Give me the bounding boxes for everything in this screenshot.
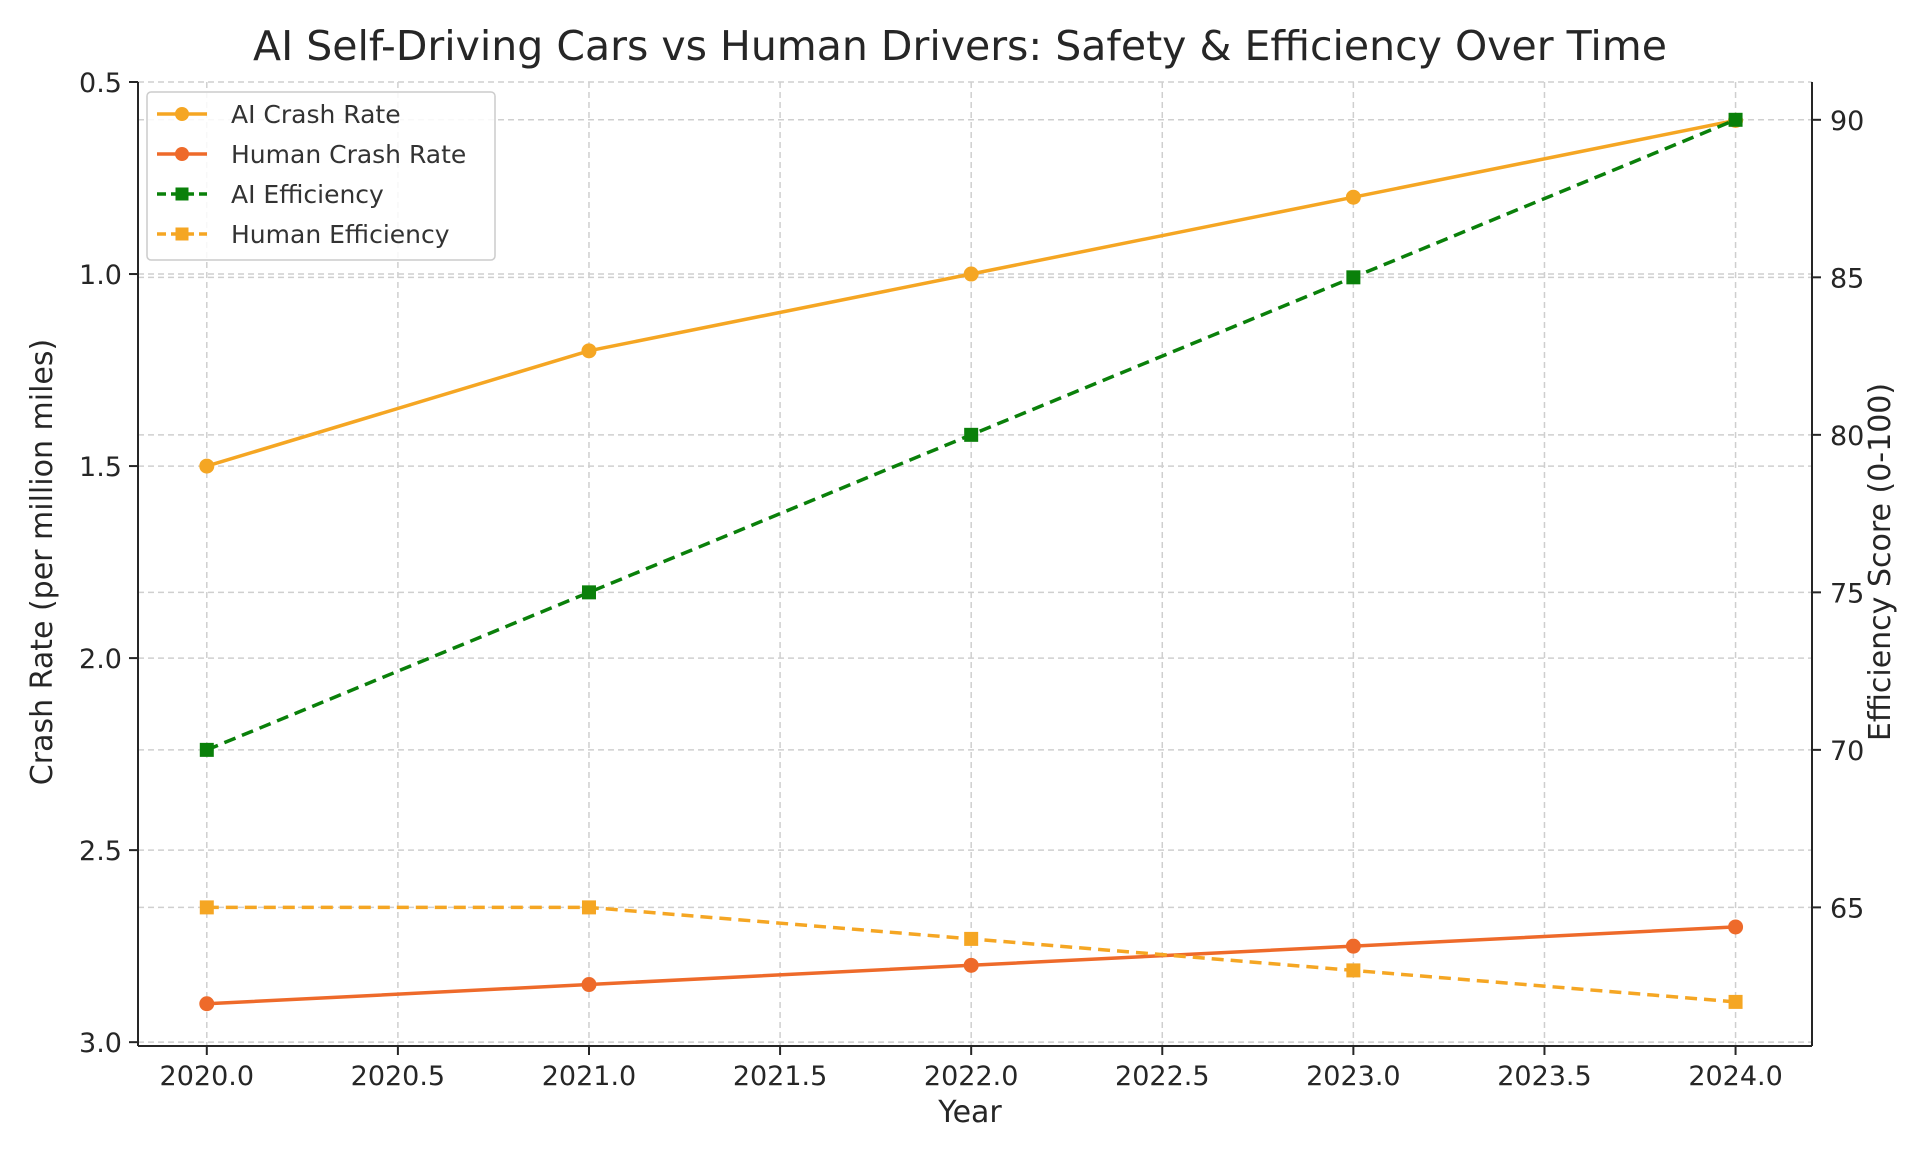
legend-ai-efficiency-marker <box>175 187 189 201</box>
ai-crash-rate-point <box>963 266 979 282</box>
human-efficiency-point <box>581 900 596 915</box>
human-crash-rate-point <box>1728 919 1744 935</box>
right-tick-label: 75 <box>1830 578 1864 609</box>
ai-efficiency-point <box>1728 112 1743 127</box>
human-efficiency-point <box>1346 963 1361 978</box>
human-crash-rate-point <box>581 977 597 993</box>
legend-human-crash-rate-marker <box>175 147 189 161</box>
right-tick-label: 90 <box>1830 106 1864 137</box>
chart-title: AI Self-Driving Cars vs Human Drivers: S… <box>253 22 1667 70</box>
x-tick-label: 2021.0 <box>542 1061 636 1092</box>
human-efficiency-point <box>199 900 214 915</box>
legend-human-crash-rate-label: Human Crash Rate <box>231 140 466 169</box>
human-efficiency-point <box>964 931 979 946</box>
x-tick-label: 2023.5 <box>1497 1061 1591 1092</box>
left-tick-label: 0.5 <box>79 68 122 99</box>
right-tick-label: 80 <box>1830 421 1864 452</box>
legend: AI Crash Rate Human Crash Rate AI Efficien… <box>146 91 496 261</box>
ai-efficiency-point <box>1346 270 1361 285</box>
x-tick-label: 2021.5 <box>733 1061 827 1092</box>
series-layer <box>199 112 1744 1012</box>
legend-box <box>146 91 496 261</box>
ai-efficiency-point <box>964 427 979 442</box>
x-tick-label: 2020.0 <box>160 1061 254 1092</box>
human-efficiency-point <box>1728 994 1743 1009</box>
human-crash-rate-point <box>199 996 215 1012</box>
x-tick-label: 2023.0 <box>1306 1061 1400 1092</box>
legend-ai-crash-rate-marker <box>175 107 189 121</box>
ai-efficiency-point <box>199 742 214 757</box>
left-tick-label: 1.5 <box>79 452 122 483</box>
left-tick-label: 2.0 <box>79 644 122 675</box>
human-crash-rate-point <box>963 957 979 973</box>
x-tick-label: 2024.0 <box>1688 1061 1782 1092</box>
human-crash-rate-point <box>1345 938 1361 954</box>
x-tick-label: 2022.5 <box>1115 1061 1209 1092</box>
ai-crash-rate-point <box>581 343 597 359</box>
x-axis-label: Year <box>937 1095 1002 1130</box>
left-tick-label: 1.0 <box>79 260 122 291</box>
ai-efficiency-point <box>581 585 596 600</box>
left-tick-label: 2.5 <box>79 836 122 867</box>
axes: 2020.0 2020.5 2021.0 2021.5 2022.0 2022.5 2023… <box>79 68 1864 1092</box>
x-tick-label: 2022.0 <box>924 1061 1018 1092</box>
legend-ai-efficiency-label: AI Efficiency <box>231 180 384 209</box>
right-tick-label: 85 <box>1830 263 1864 294</box>
right-tick-label: 70 <box>1830 736 1864 767</box>
right-axis-label: Efficiency Score (0-100) <box>1863 383 1898 741</box>
grid <box>138 81 1812 1046</box>
ai-crash-rate-point <box>199 458 215 474</box>
left-tick-label: 3.0 <box>79 1028 122 1059</box>
x-tick-label: 2020.5 <box>351 1061 445 1092</box>
legend-ai-crash-rate-label: AI Crash Rate <box>231 100 401 129</box>
legend-human-efficiency-marker <box>175 227 189 241</box>
ai-crash-rate-point <box>1345 189 1361 205</box>
right-tick-label: 65 <box>1830 893 1864 924</box>
left-axis-label: Crash Rate (per million miles) <box>25 339 60 785</box>
legend-human-efficiency-label: Human Efficiency <box>231 220 450 249</box>
